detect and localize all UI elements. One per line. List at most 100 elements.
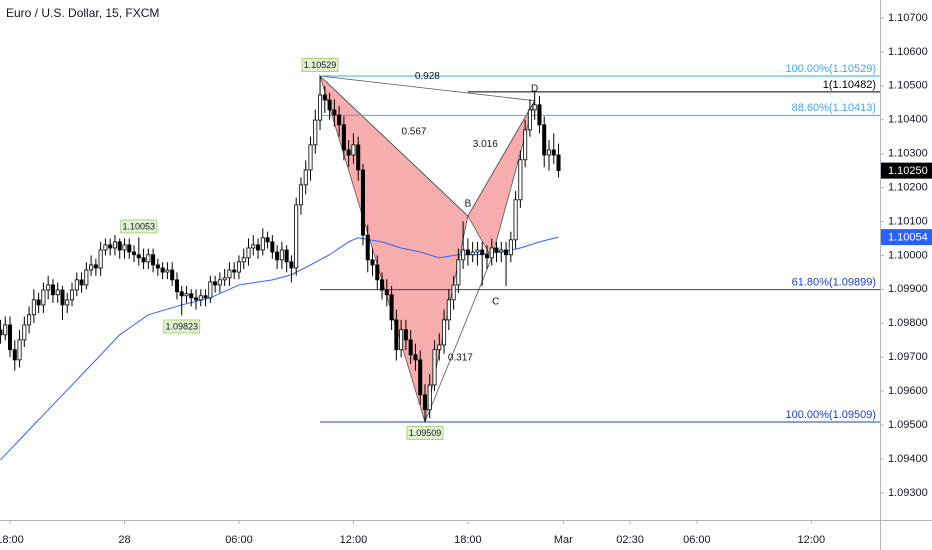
candle-body — [108, 244, 113, 249]
candle-body — [513, 199, 518, 241]
candle-body — [275, 251, 280, 261]
price-label-box — [120, 219, 158, 234]
candle-body — [98, 249, 103, 269]
y-tick-label: 1.10300 — [888, 148, 928, 160]
candle-body — [384, 289, 389, 296]
candle-body — [380, 279, 385, 291]
candle-body — [470, 251, 475, 256]
candle-body — [489, 247, 494, 259]
candle-body — [141, 257, 146, 263]
candle-body — [174, 279, 179, 293]
candle-body — [461, 249, 466, 261]
candle-body — [475, 249, 480, 253]
pattern-point-label: B — [465, 199, 472, 210]
candle-body — [198, 295, 203, 301]
candle-body — [437, 344, 442, 351]
moving-average-label: 1.10054 — [888, 232, 928, 244]
price-label: 1.10053 — [123, 221, 156, 231]
x-tick-label: 02:30 — [616, 534, 644, 546]
pattern-line-ac — [424, 257, 493, 423]
candle-body — [112, 241, 117, 249]
fib-level-label: 88.60%(1.10413) — [792, 102, 876, 114]
candle-body — [408, 339, 413, 356]
candle-body — [518, 159, 523, 201]
candle-body — [523, 129, 528, 161]
candle-body — [146, 254, 151, 263]
candle-body — [394, 319, 399, 351]
candle-body — [251, 244, 256, 249]
candle-body — [537, 104, 542, 126]
candle-body — [351, 144, 356, 156]
pattern-ratio: 0.317 — [448, 353, 473, 364]
price-label: 1.09509 — [409, 428, 442, 438]
y-tick-label: 1.09900 — [888, 283, 928, 295]
moving-average-label-box — [881, 229, 932, 246]
candle-body — [327, 99, 332, 111]
candle-body — [127, 244, 132, 253]
candle-body — [241, 257, 246, 263]
candle-body — [217, 279, 222, 286]
candle-body — [213, 281, 218, 286]
candle-body — [41, 289, 46, 306]
y-tick-label: 1.09600 — [888, 385, 928, 397]
candle-body — [189, 293, 194, 299]
candle-body — [55, 289, 60, 296]
pattern-line-xd — [319, 75, 535, 102]
candle-body — [0, 329, 3, 336]
candle-body — [170, 269, 175, 281]
candle-body — [132, 251, 137, 256]
price-label-box — [301, 58, 339, 72]
candle-body — [546, 149, 552, 156]
x-tick-label: 18:00 — [454, 534, 482, 546]
candle-body — [222, 277, 227, 281]
candle-body — [465, 249, 470, 256]
y-tick-label: 1.10200 — [888, 181, 928, 193]
candle-body — [122, 244, 127, 251]
candle-body — [370, 259, 375, 266]
last-price-label-box — [881, 162, 932, 179]
candle-body — [79, 279, 84, 286]
candle-body — [499, 249, 504, 253]
candle-body — [494, 247, 499, 253]
chart-title: Euro / U.S. Dollar, 15, FXCM — [6, 6, 159, 20]
candle-body — [179, 291, 184, 297]
candle-body — [151, 254, 156, 266]
candle-body — [399, 329, 404, 351]
candle-body — [208, 281, 213, 299]
y-tick-label: 1.09700 — [888, 351, 928, 363]
candle-body — [403, 329, 408, 341]
y-tick-label: 1.09300 — [888, 487, 928, 499]
candle-body — [184, 293, 189, 297]
candle-body — [236, 261, 241, 273]
candle-body — [484, 254, 490, 259]
pattern-line-xb — [319, 75, 469, 217]
candle-body — [442, 319, 447, 346]
candle-body — [260, 237, 265, 251]
candle-body — [84, 269, 89, 286]
candle-body — [117, 241, 122, 251]
x-tick-label: 12:00 — [798, 534, 826, 546]
candle-body — [432, 349, 437, 386]
x-tick-label: Mar — [554, 534, 573, 546]
candle-body — [136, 254, 141, 259]
fib-level-label: 61.80%(1.09899) — [792, 277, 876, 289]
y-tick-label: 1.09500 — [888, 419, 928, 431]
y-tick-label: 1.10000 — [888, 249, 928, 261]
fib-level-label: 100.00%(1.09509) — [785, 409, 876, 421]
x-tick-label: 18:00 — [0, 534, 24, 546]
candle-body — [284, 249, 289, 263]
candle-body — [365, 234, 370, 261]
candle-body — [294, 204, 299, 269]
candle-body — [418, 359, 423, 396]
candle-body — [17, 339, 22, 361]
pattern-ratio: 0.567 — [401, 127, 426, 138]
candle-body — [413, 354, 418, 361]
last-price-label: 1.10250 — [888, 165, 928, 177]
candle-body — [504, 249, 509, 256]
price-label-box — [163, 319, 201, 334]
candle-body — [556, 154, 561, 172]
candle-body — [12, 349, 17, 361]
pattern-ratio: 3.016 — [473, 139, 498, 150]
